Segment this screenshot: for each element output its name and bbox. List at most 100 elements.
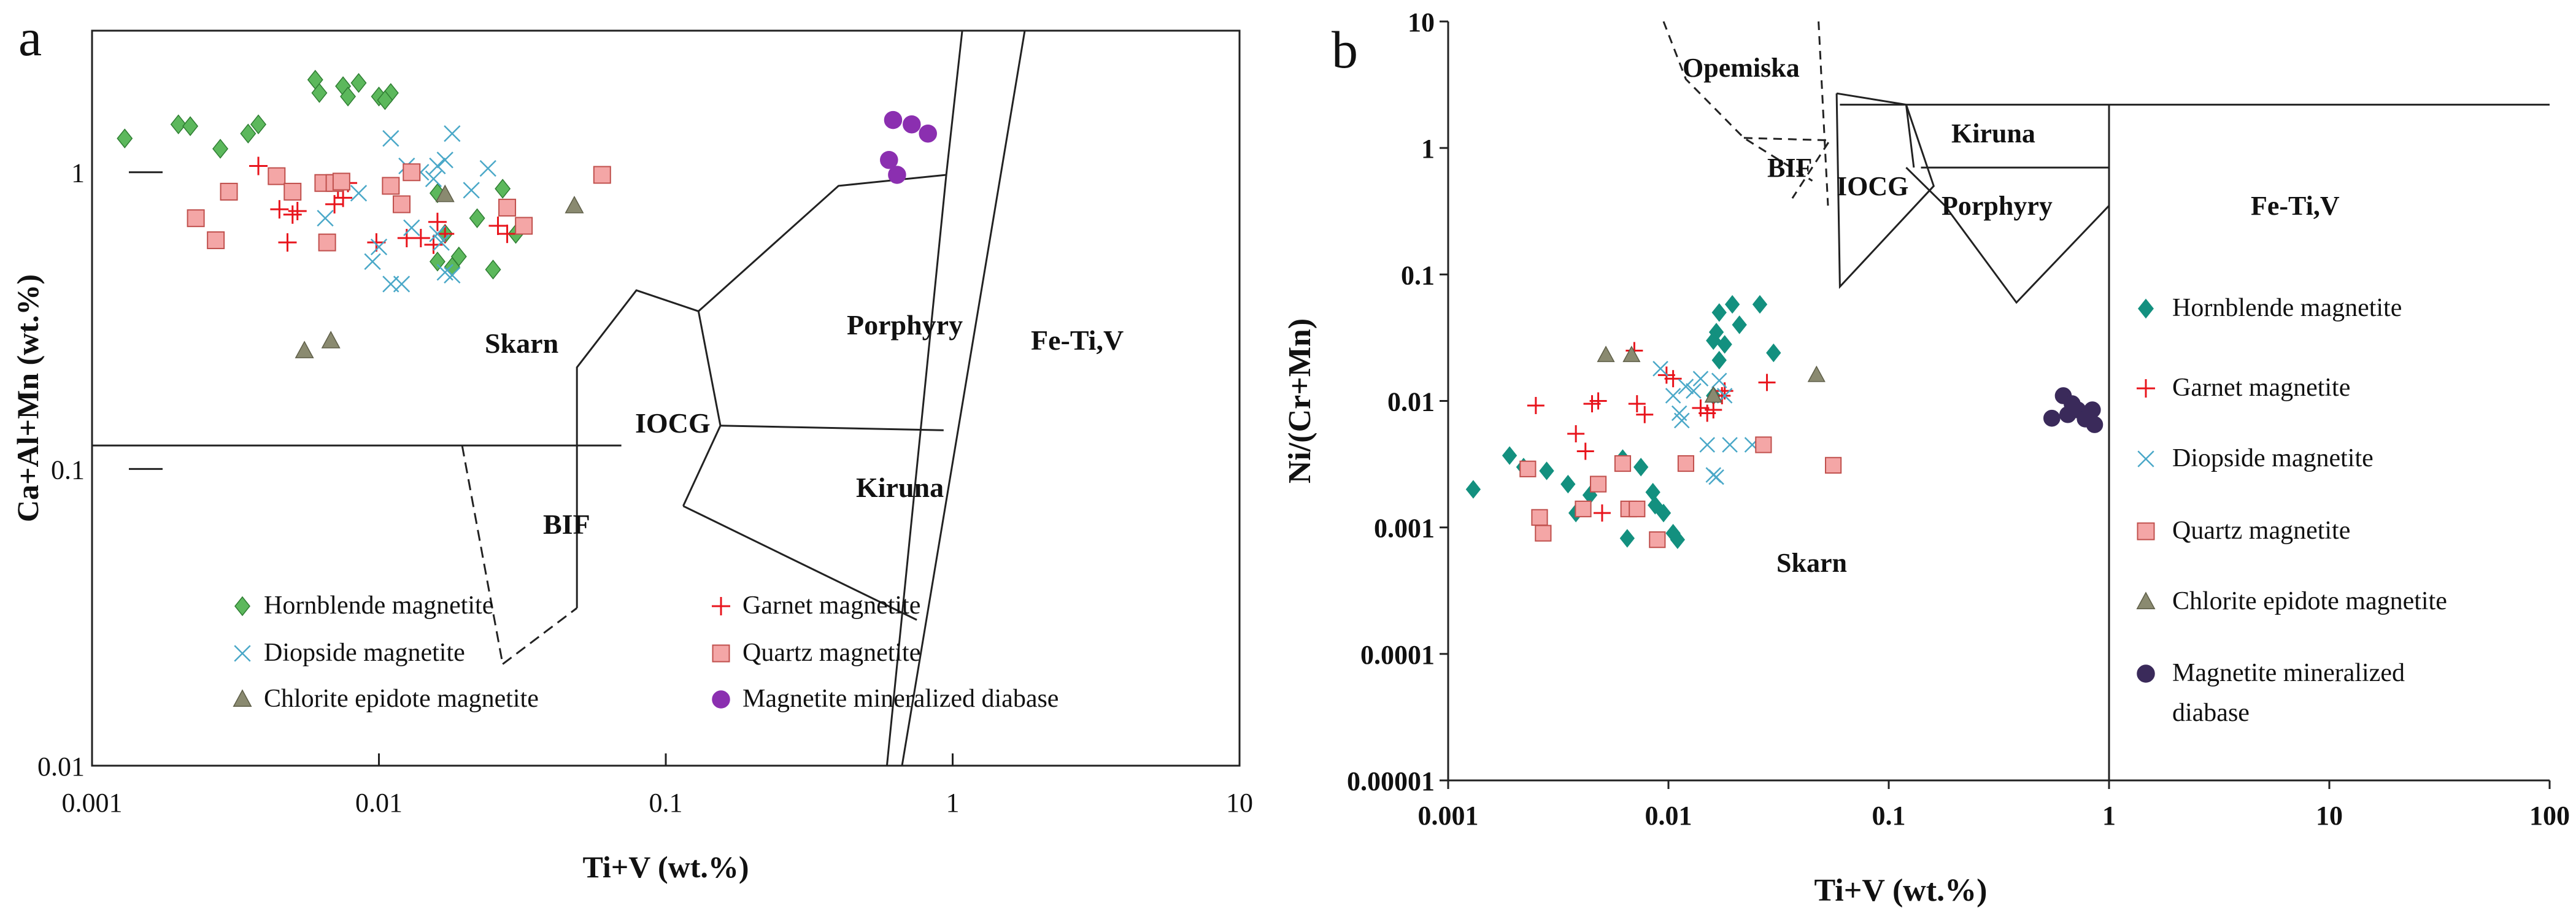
point-quartz <box>1531 509 1548 526</box>
point-diopside <box>364 253 381 270</box>
point-diabase <box>884 110 903 129</box>
field-label-opemiska: Opemiska <box>1683 53 1800 83</box>
point-hornblende <box>1560 474 1576 494</box>
point-garnet <box>1758 374 1776 391</box>
point-quartz <box>1649 531 1666 548</box>
point-garnet <box>270 200 289 219</box>
point-diopside <box>1686 383 1702 399</box>
point-diopside <box>433 234 450 251</box>
field-label-fetiv: Fe-Ti,V <box>2251 191 2340 221</box>
point-garnet <box>288 201 307 220</box>
boundary-porphyry <box>1905 167 2110 304</box>
point-hornblende <box>1711 350 1727 370</box>
y-tick-label-b: 0.001 <box>1374 514 1435 544</box>
x-axis-label-b: Ti+V (wt.%) <box>1814 873 1988 908</box>
x-tick-label-b: 100 <box>2529 801 2570 831</box>
point-diabase <box>880 150 898 169</box>
x-tick-label-b: 0.01 <box>1645 801 1692 831</box>
point-garnet <box>1589 392 1607 410</box>
series-diopside-b <box>1652 361 1760 485</box>
point-diabase <box>2043 409 2061 427</box>
point-hornblende <box>311 83 328 103</box>
point-quartz <box>207 231 225 250</box>
boundary-fetiv-upper <box>901 30 1026 766</box>
point-diabase <box>2086 416 2104 433</box>
point-quartz <box>403 163 421 182</box>
legend-b: Hornblende magnetite Garnet magnetite Diop… <box>2136 294 2447 727</box>
series-garnet-a <box>249 156 517 254</box>
x-tick-label-a: 0.001 <box>62 788 123 818</box>
point-diopside <box>1678 379 1694 394</box>
point-hornblende <box>170 114 187 134</box>
boundary-opemiska-left <box>1662 21 1813 182</box>
y-tick-label-b: 0.1 <box>1401 260 1435 290</box>
point-quartz <box>318 233 336 252</box>
point-chlorite <box>565 196 584 214</box>
series-chlorite-a <box>295 184 584 358</box>
point-chlorite <box>1807 365 1826 382</box>
field-label-bif: BIF <box>1767 153 1812 183</box>
x-tick-label-a: 10 <box>1226 788 1253 818</box>
point-hornblende <box>1670 530 1686 549</box>
legend-marker-diopside <box>2137 450 2154 468</box>
point-garnet <box>1705 401 1722 419</box>
point-diopside <box>1699 437 1716 453</box>
point-hornblende <box>1732 315 1747 334</box>
legend-label-hornblende: Hornblende magnetite <box>2172 294 2402 322</box>
legend-a: Hornblende magnetite Garnet magnetite Diop… <box>233 591 1059 713</box>
panel-a-letter: a <box>18 8 42 67</box>
point-garnet <box>1628 395 1646 413</box>
point-diopside <box>1692 371 1709 387</box>
series-diopside-a <box>317 125 496 293</box>
point-garnet <box>278 233 297 252</box>
x-tick-label-b: 1 <box>2102 801 2116 831</box>
point-hornblende <box>469 208 485 228</box>
point-diopside <box>317 210 334 227</box>
point-diopside <box>463 182 480 199</box>
boundary-iocg-porphyry <box>697 311 722 426</box>
legend-marker-hornblende <box>2138 298 2154 319</box>
point-diopside <box>393 275 411 293</box>
point-quartz <box>268 167 286 185</box>
point-chlorite <box>1622 345 1641 363</box>
legend-marker-hornblende <box>234 596 250 617</box>
point-diopside <box>429 157 446 175</box>
legend-marker-diabase <box>712 690 730 709</box>
boundary-fetiv-left <box>885 30 963 766</box>
point-chlorite <box>435 184 455 202</box>
legend-marker-garnet <box>712 597 730 615</box>
point-hornblende <box>1711 303 1727 322</box>
field-label-skarn: Skarn <box>1776 548 1847 578</box>
point-hornblende <box>117 128 133 148</box>
boundary-kiruna-lower <box>682 505 917 621</box>
point-chlorite <box>321 331 341 348</box>
y-tick-label-a: 1 <box>71 158 85 188</box>
point-hornblende <box>377 90 393 110</box>
legend-label-chlorite: Chlorite epidote magnetite <box>264 685 539 713</box>
point-diopside <box>1711 372 1727 389</box>
point-hornblende <box>450 246 467 267</box>
point-quartz <box>1677 455 1695 472</box>
point-diopside <box>382 130 399 147</box>
boundary-opemiska-right <box>1818 21 1829 206</box>
series-hornblende-b <box>1465 294 1781 549</box>
point-garnet <box>1636 406 1654 423</box>
point-diabase <box>2084 401 2101 418</box>
point-chlorite <box>1704 386 1722 403</box>
point-chlorite <box>1597 345 1615 363</box>
legend-marker-garnet <box>2137 379 2155 398</box>
point-quartz <box>515 217 533 235</box>
point-diopside <box>425 170 442 188</box>
point-quartz <box>1614 455 1632 472</box>
point-quartz <box>1519 460 1537 477</box>
point-hornblende <box>429 252 445 272</box>
boundary-porphyry-top <box>698 174 947 312</box>
field-label-iocg: IOCG <box>635 407 711 439</box>
legend-label-diabase: Magnetite mineralized <box>2172 659 2405 687</box>
field-label-skarn: Skarn <box>485 328 558 359</box>
point-quartz <box>187 209 205 228</box>
point-hornblende <box>495 179 511 199</box>
point-diopside <box>1665 388 1681 404</box>
x-tick-label-a: 0.1 <box>649 788 683 818</box>
